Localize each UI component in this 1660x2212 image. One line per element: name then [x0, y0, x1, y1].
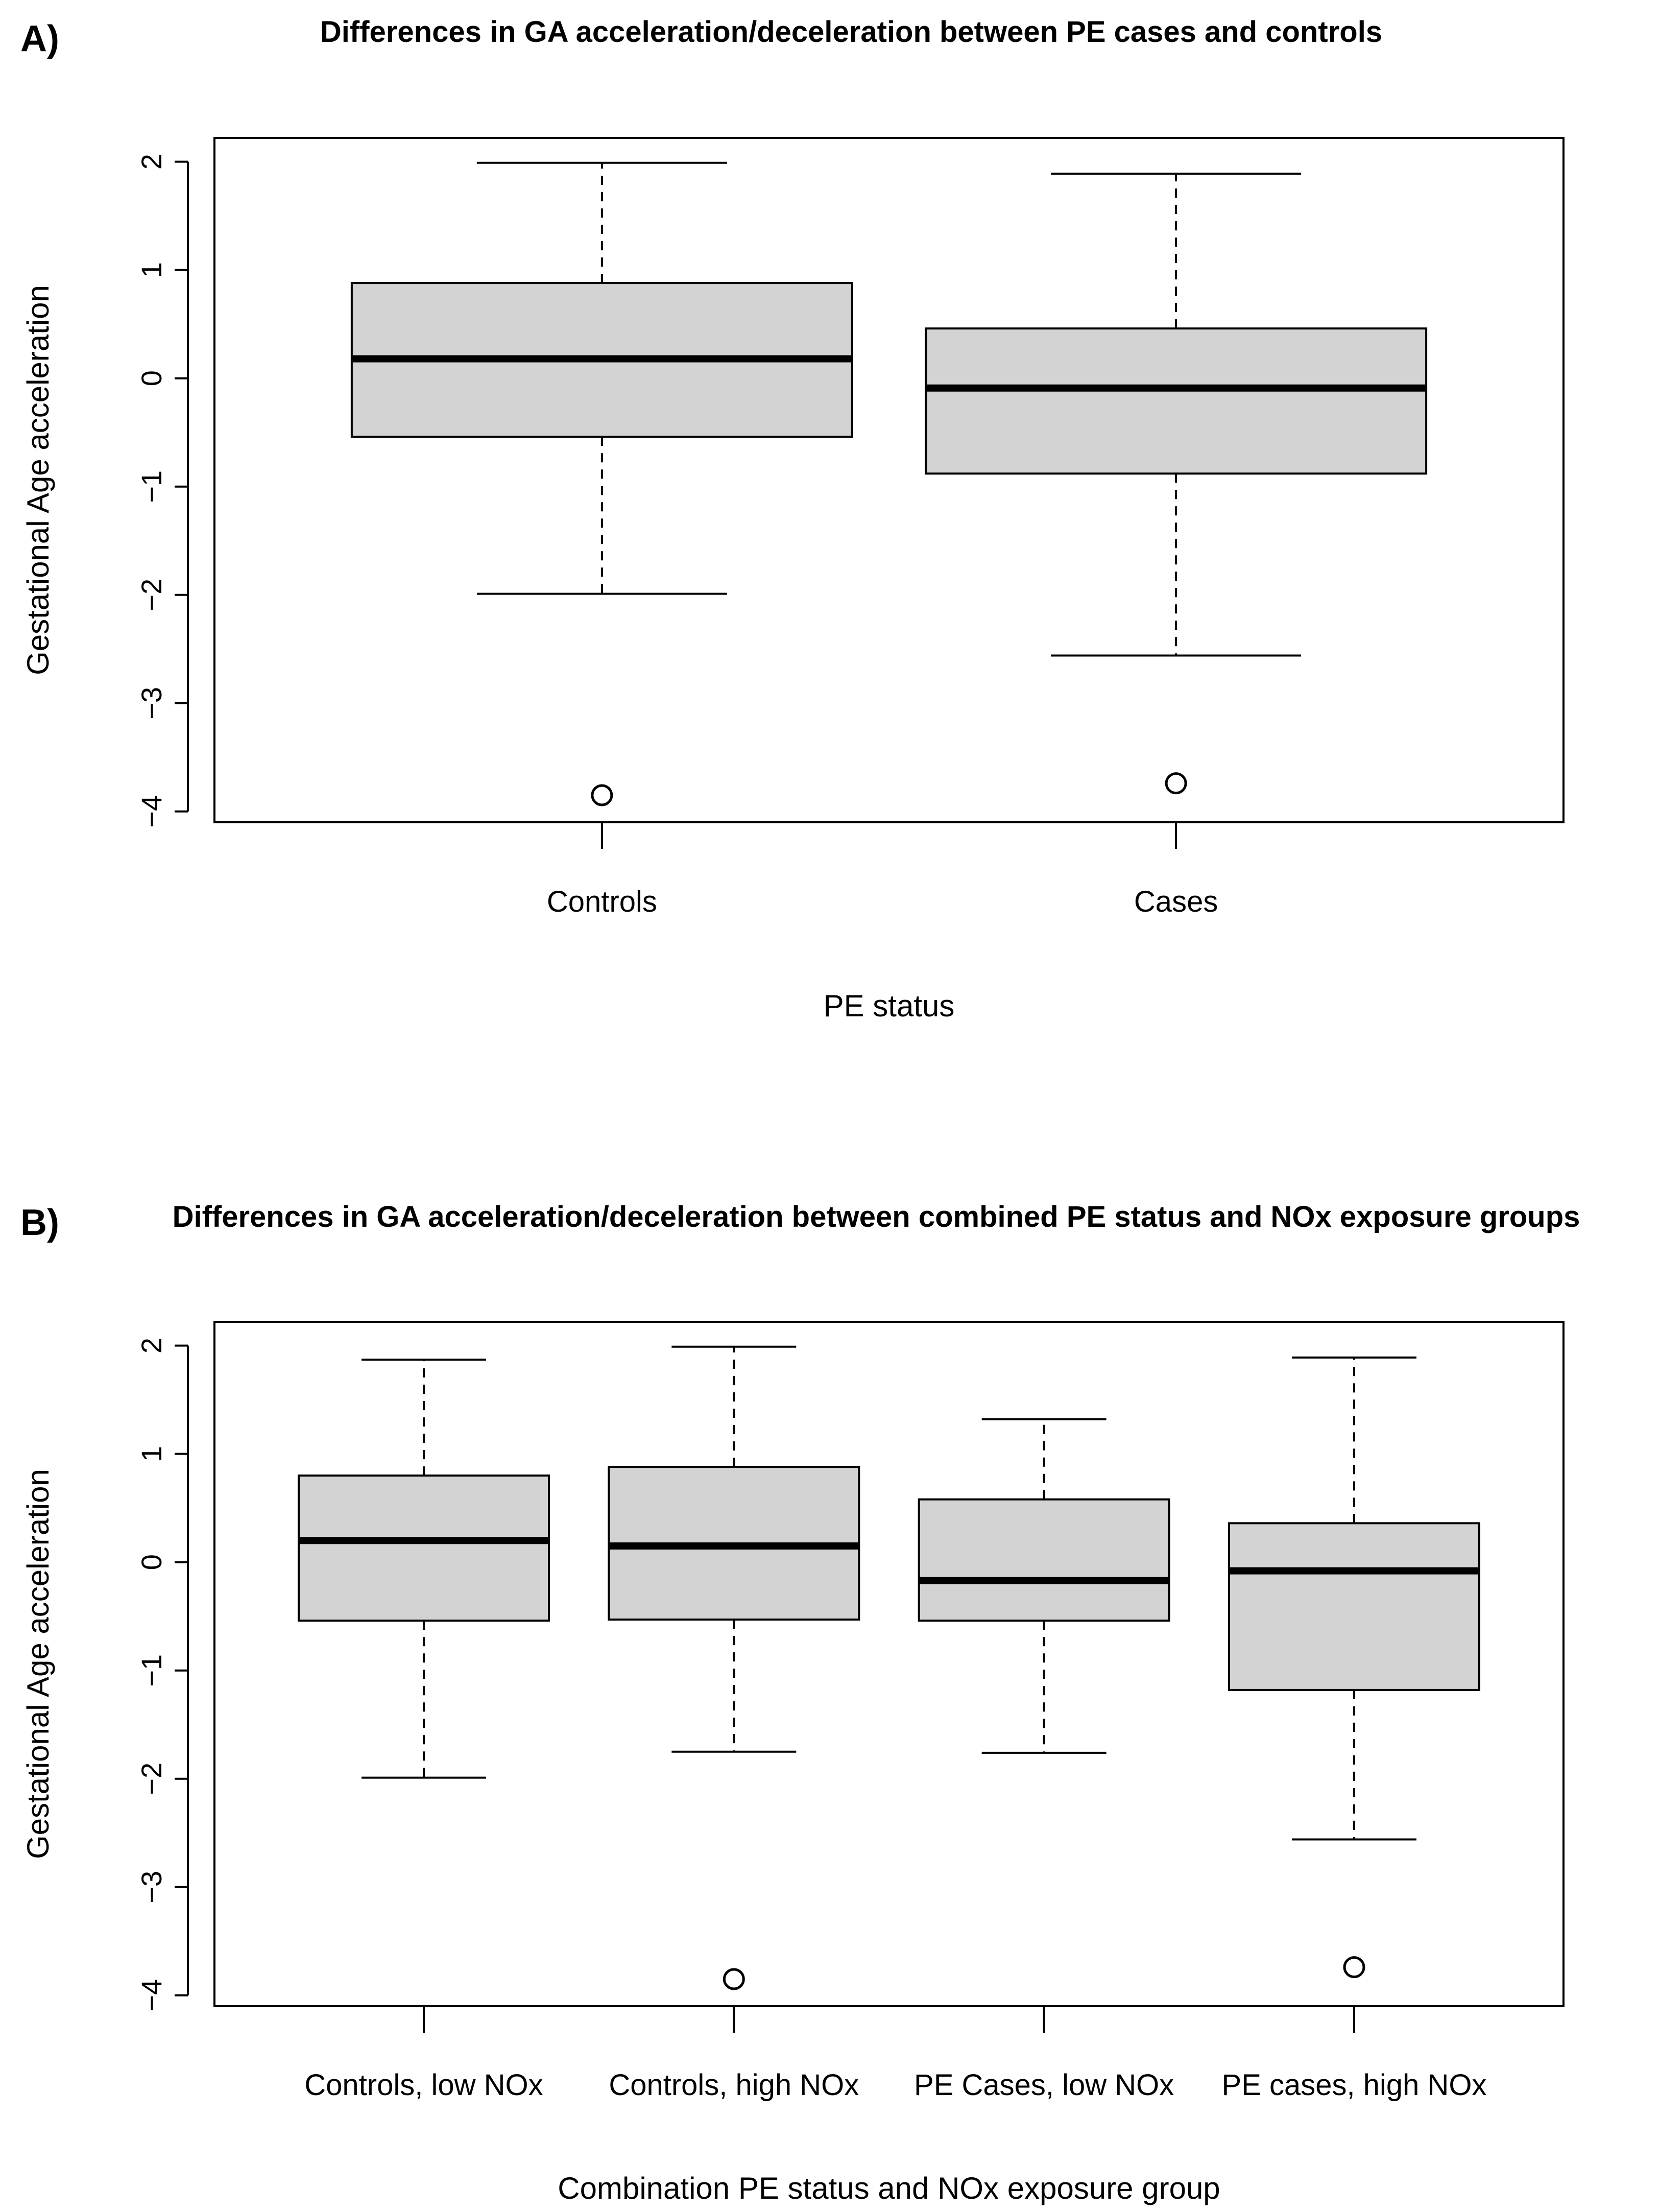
outlier-point [1165, 772, 1187, 795]
panel-b-x-axis-label: Combination PE status and NOx exposure g… [558, 2171, 1220, 2205]
panel-a-plot-frame [213, 137, 1565, 823]
outlier-point [1343, 1956, 1365, 1979]
panel-a-y-tick-label: 0 [135, 370, 167, 386]
panel-b-y-axis-label: Gestational Age acceleration [21, 1469, 55, 1859]
panel-b-title: Differences in GA acceleration/decelerat… [173, 1200, 1580, 1233]
panel-a-y-tick-label: 1 [135, 262, 167, 278]
panel-a-y-tick-label: 2 [135, 154, 167, 170]
panel-a-y-tick-label: −2 [135, 579, 167, 611]
panel-a-box-2 [925, 172, 1428, 795]
panel-b-y-tick-label: 1 [135, 1446, 167, 1462]
panel-b-letter: B) [20, 1202, 59, 1243]
panel-b-y-tick-label: −1 [135, 1654, 167, 1687]
panel-a-category-label: Controls [547, 885, 657, 918]
panel-a-y-tick-label: −1 [135, 470, 167, 503]
panel-b-category-label: PE cases, high NOx [1222, 2068, 1487, 2102]
panel-b-y-tick-label: −3 [135, 1871, 167, 1904]
panel-b-y-tick-label: 0 [135, 1554, 167, 1570]
panel-b-y-tick-label: −2 [135, 1763, 167, 1795]
iqr-box [297, 1474, 550, 1622]
panel-b-box-3 [918, 1418, 1170, 1754]
panel-a-letter: A) [20, 18, 59, 59]
panel-b-category-label: Controls, high NOx [609, 2068, 859, 2102]
panel-b-y-tick-label: −4 [135, 1979, 167, 2012]
panel-b-box-1 [297, 1359, 550, 1779]
panel-b-plot-frame [213, 1321, 1565, 2007]
panel-a-category-label: Cases [1134, 885, 1218, 918]
panel-b-category-label: PE Cases, low NOx [914, 2068, 1174, 2102]
panel-a-y-tick-label: −4 [135, 795, 167, 828]
panel-b-box-4 [1228, 1356, 1481, 1979]
panel-a-box-1 [350, 161, 853, 806]
iqr-box [1228, 1522, 1481, 1691]
outlier-point [591, 784, 613, 806]
panel-a-y-tick-label: −3 [135, 687, 167, 720]
panel-b-y-tick-label: 2 [135, 1338, 167, 1353]
outlier-point [723, 1968, 745, 1990]
panel-a-x-axis-label: PE status [824, 989, 955, 1023]
panel-b: B) Differences in GA acceleration/decele… [20, 1200, 1580, 2205]
panel-b-category-label: Controls, low NOx [304, 2068, 543, 2102]
panel-a-y-axis-label: Gestational Age acceleration [21, 285, 55, 675]
panel-a: A) Differences in GA acceleration/decele… [20, 15, 1565, 1023]
panel-a-title: Differences in GA acceleration/decelerat… [320, 15, 1382, 49]
iqr-box [925, 327, 1428, 475]
panel-b-box-2 [608, 1345, 860, 1990]
iqr-box [918, 1498, 1170, 1622]
